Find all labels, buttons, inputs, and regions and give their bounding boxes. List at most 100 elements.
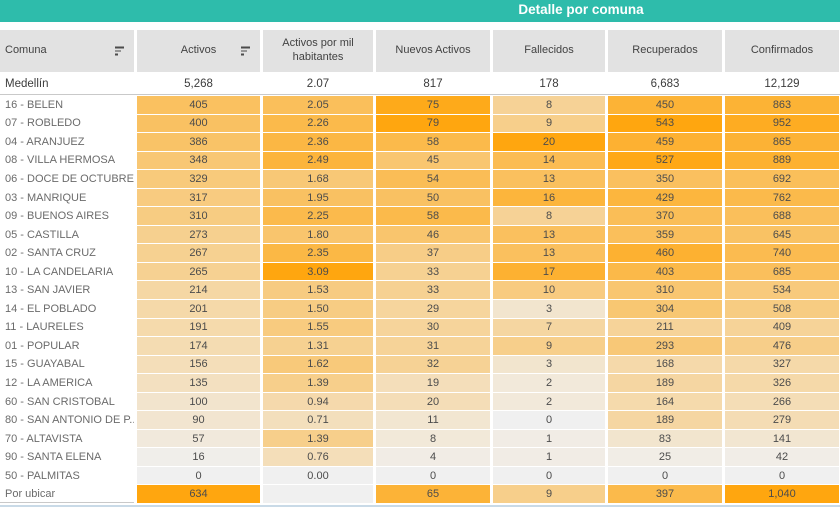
cell-confirmados[interactable]: 508 bbox=[725, 300, 839, 318]
cell-recuperados[interactable]: 397 bbox=[608, 485, 722, 504]
cell-recuperados[interactable]: 189 bbox=[608, 411, 722, 429]
totals-value-activos[interactable]: 5,268 bbox=[184, 77, 213, 90]
cell-nuevos-activos[interactable]: 4 bbox=[376, 448, 490, 466]
cell-activos[interactable]: 329 bbox=[137, 170, 260, 188]
row-label[interactable]: 06 - DOCE DE OCTUBRE bbox=[0, 170, 134, 188]
cell-recuperados[interactable]: 189 bbox=[608, 374, 722, 392]
cell-activos[interactable]: 191 bbox=[137, 318, 260, 337]
totals-label[interactable]: Medellín bbox=[5, 77, 49, 90]
cell-fallecidos[interactable]: 9 bbox=[493, 485, 605, 504]
cell-confirmados[interactable]: 645 bbox=[725, 225, 839, 244]
cell-activos[interactable]: 0 bbox=[137, 466, 260, 485]
cell-fallecidos[interactable]: 17 bbox=[493, 262, 605, 281]
cell-activos-por-mil-habitantes[interactable]: 1.55 bbox=[263, 318, 373, 337]
cell-confirmados[interactable]: 1,040 bbox=[725, 485, 839, 504]
row-label[interactable]: Por ubicar bbox=[0, 485, 134, 504]
cell-activos-por-mil-habitantes[interactable]: 1.68 bbox=[263, 170, 373, 188]
cell-nuevos-activos[interactable]: 32 bbox=[376, 355, 490, 374]
cell-fallecidos[interactable]: 13 bbox=[493, 244, 605, 262]
cell-activos-por-mil-habitantes[interactable]: 2.36 bbox=[263, 133, 373, 151]
cell-activos-por-mil-habitantes[interactable]: 1.95 bbox=[263, 188, 373, 207]
cell-activos-por-mil-habitantes[interactable] bbox=[263, 485, 373, 504]
cell-recuperados[interactable]: 459 bbox=[608, 133, 722, 151]
cell-activos[interactable]: 100 bbox=[137, 392, 260, 411]
cell-nuevos-activos[interactable]: 50 bbox=[376, 188, 490, 207]
column-header-confirmados[interactable]: Confirmados bbox=[725, 30, 839, 72]
cell-fallecidos[interactable]: 14 bbox=[493, 151, 605, 170]
cell-confirmados[interactable]: 476 bbox=[725, 337, 839, 355]
cell-activos[interactable]: 317 bbox=[137, 188, 260, 207]
sort-icon[interactable] bbox=[115, 46, 125, 56]
cell-activos[interactable]: 400 bbox=[137, 114, 260, 133]
cell-activos[interactable]: 174 bbox=[137, 337, 260, 355]
cell-fallecidos[interactable]: 13 bbox=[493, 170, 605, 188]
column-header-nuevos-activos[interactable]: Nuevos Activos bbox=[376, 30, 490, 72]
row-label[interactable]: 15 - GUAYABAL bbox=[0, 355, 134, 374]
cell-nuevos-activos[interactable]: 33 bbox=[376, 262, 490, 281]
cell-activos[interactable]: 135 bbox=[137, 374, 260, 392]
cell-nuevos-activos[interactable]: 29 bbox=[376, 300, 490, 318]
cell-activos-por-mil-habitantes[interactable]: 2.26 bbox=[263, 114, 373, 133]
cell-nuevos-activos[interactable]: 58 bbox=[376, 207, 490, 225]
row-label[interactable]: 04 - ARANJUEZ bbox=[0, 133, 134, 151]
cell-activos[interactable]: 201 bbox=[137, 300, 260, 318]
cell-fallecidos[interactable]: 9 bbox=[493, 337, 605, 355]
cell-activos-por-mil-habitantes[interactable]: 2.35 bbox=[263, 244, 373, 262]
cell-recuperados[interactable]: 293 bbox=[608, 337, 722, 355]
cell-activos-por-mil-habitantes[interactable]: 2.49 bbox=[263, 151, 373, 170]
row-label[interactable]: 11 - LAURELES bbox=[0, 318, 134, 337]
cell-confirmados[interactable]: 863 bbox=[725, 96, 839, 114]
column-header-comuna[interactable]: Comuna bbox=[0, 30, 134, 72]
cell-recuperados[interactable]: 25 bbox=[608, 448, 722, 466]
cell-confirmados[interactable]: 266 bbox=[725, 392, 839, 411]
row-label[interactable]: 08 - VILLA HERMOSA bbox=[0, 151, 134, 170]
cell-fallecidos[interactable]: 0 bbox=[493, 466, 605, 485]
row-label[interactable]: 90 - SANTA ELENA bbox=[0, 448, 134, 466]
row-label[interactable]: 60 - SAN CRISTOBAL bbox=[0, 392, 134, 411]
cell-confirmados[interactable]: 327 bbox=[725, 355, 839, 374]
cell-fallecidos[interactable]: 1 bbox=[493, 429, 605, 448]
cell-fallecidos[interactable]: 2 bbox=[493, 374, 605, 392]
cell-recuperados[interactable]: 460 bbox=[608, 244, 722, 262]
row-label[interactable]: 05 - CASTILLA bbox=[0, 225, 134, 244]
cell-confirmados[interactable]: 326 bbox=[725, 374, 839, 392]
cell-confirmados[interactable]: 889 bbox=[725, 151, 839, 170]
cell-nuevos-activos[interactable]: 65 bbox=[376, 485, 490, 504]
cell-confirmados[interactable]: 534 bbox=[725, 281, 839, 300]
row-label[interactable]: 16 - BELEN bbox=[0, 96, 134, 114]
cell-activos-por-mil-habitantes[interactable]: 1.80 bbox=[263, 225, 373, 244]
column-header-activos-por-mil-habitantes[interactable]: Activos por mil habitantes bbox=[263, 30, 373, 72]
cell-nuevos-activos[interactable]: 37 bbox=[376, 244, 490, 262]
cell-activos-por-mil-habitantes[interactable]: 2.05 bbox=[263, 96, 373, 114]
cell-confirmados[interactable]: 141 bbox=[725, 429, 839, 448]
cell-fallecidos[interactable]: 8 bbox=[493, 207, 605, 225]
cell-fallecidos[interactable]: 2 bbox=[493, 392, 605, 411]
cell-confirmados[interactable]: 952 bbox=[725, 114, 839, 133]
totals-value-confirmados[interactable]: 12,129 bbox=[764, 77, 800, 90]
cell-confirmados[interactable]: 279 bbox=[725, 411, 839, 429]
cell-fallecidos[interactable]: 16 bbox=[493, 188, 605, 207]
cell-activos-por-mil-habitantes[interactable]: 1.39 bbox=[263, 374, 373, 392]
row-label[interactable]: 70 - ALTAVISTA bbox=[0, 429, 134, 448]
cell-fallecidos[interactable]: 0 bbox=[493, 411, 605, 429]
cell-nuevos-activos[interactable]: 58 bbox=[376, 133, 490, 151]
cell-activos[interactable]: 267 bbox=[137, 244, 260, 262]
cell-activos[interactable]: 156 bbox=[137, 355, 260, 374]
cell-activos[interactable]: 214 bbox=[137, 281, 260, 300]
cell-confirmados[interactable]: 0 bbox=[725, 466, 839, 485]
cell-recuperados[interactable]: 310 bbox=[608, 281, 722, 300]
cell-activos-por-mil-habitantes[interactable]: 1.62 bbox=[263, 355, 373, 374]
cell-activos[interactable]: 273 bbox=[137, 225, 260, 244]
cell-confirmados[interactable]: 692 bbox=[725, 170, 839, 188]
cell-nuevos-activos[interactable]: 33 bbox=[376, 281, 490, 300]
row-label[interactable]: 07 - ROBLEDO bbox=[0, 114, 134, 133]
cell-nuevos-activos[interactable]: 79 bbox=[376, 114, 490, 133]
row-label[interactable]: 03 - MANRIQUE bbox=[0, 188, 134, 207]
cell-nuevos-activos[interactable]: 31 bbox=[376, 337, 490, 355]
cell-nuevos-activos[interactable]: 8 bbox=[376, 429, 490, 448]
cell-nuevos-activos[interactable]: 30 bbox=[376, 318, 490, 337]
cell-activos[interactable]: 265 bbox=[137, 262, 260, 281]
cell-activos-por-mil-habitantes[interactable]: 1.53 bbox=[263, 281, 373, 300]
cell-activos[interactable]: 386 bbox=[137, 133, 260, 151]
cell-activos-por-mil-habitantes[interactable]: 1.31 bbox=[263, 337, 373, 355]
